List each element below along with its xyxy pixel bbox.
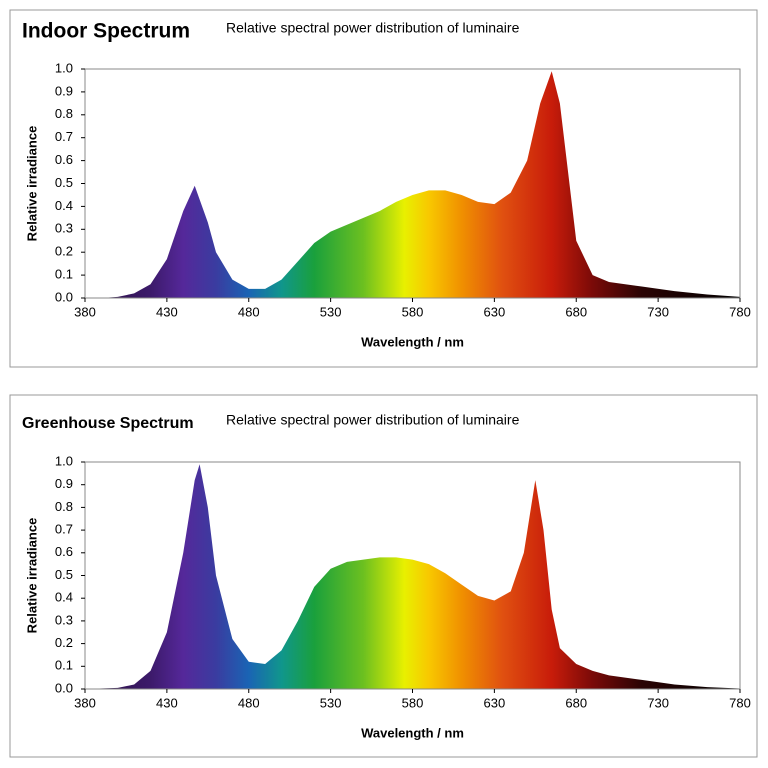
x-axis-label: Wavelength / nm — [361, 725, 464, 740]
y-tick-label: 0.5 — [55, 567, 73, 582]
spectrum-area — [85, 71, 740, 298]
x-tick-label: 480 — [238, 304, 260, 319]
x-axis-label: Wavelength / nm — [361, 334, 464, 349]
y-tick-label: 0.6 — [55, 152, 73, 167]
y-tick-label: 0.2 — [55, 635, 73, 650]
x-tick-label: 480 — [238, 695, 260, 710]
chart-panel: Indoor Spectrum Relative spectral power d… — [9, 9, 758, 368]
y-tick-label: 0.9 — [55, 476, 73, 491]
chart-title: Greenhouse Spectrum — [22, 415, 194, 432]
chart-panel: Greenhouse Spectrum Relative spectral pow… — [9, 394, 758, 758]
y-axis-label: Relative irradiance — [24, 126, 39, 242]
y-tick-label: 0.0 — [55, 289, 73, 304]
x-tick-label: 530 — [320, 304, 342, 319]
y-tick-label: 0.8 — [55, 499, 73, 514]
y-tick-label: 0.5 — [55, 175, 73, 190]
x-tick-label: 780 — [729, 695, 751, 710]
x-tick-label: 380 — [74, 304, 96, 319]
x-tick-label: 430 — [156, 695, 178, 710]
x-tick-label: 730 — [647, 695, 669, 710]
y-tick-label: 1.0 — [55, 60, 73, 75]
y-tick-label: 0.7 — [55, 522, 73, 537]
chart-subtitle: Relative spectral power distribution of … — [226, 20, 520, 36]
y-tick-label: 0.1 — [55, 267, 73, 282]
x-tick-label: 430 — [156, 304, 178, 319]
x-tick-label: 530 — [320, 695, 342, 710]
y-tick-label: 0.8 — [55, 106, 73, 121]
y-axis-label: Relative irradiance — [24, 518, 39, 634]
y-tick-label: 0.9 — [55, 83, 73, 98]
y-tick-label: 1.0 — [55, 453, 73, 468]
x-tick-label: 580 — [402, 695, 424, 710]
y-tick-label: 0.3 — [55, 612, 73, 627]
panel-border — [9, 9, 758, 368]
chart-subtitle: Relative spectral power distribution of … — [226, 412, 520, 428]
y-tick-label: 0.3 — [55, 221, 73, 236]
x-tick-label: 730 — [647, 304, 669, 319]
chart-title: Indoor Spectrum — [22, 20, 190, 43]
x-tick-label: 580 — [402, 304, 424, 319]
y-tick-label: 0.6 — [55, 544, 73, 559]
y-tick-label: 0.4 — [55, 198, 73, 213]
x-tick-label: 680 — [565, 304, 587, 319]
y-tick-label: 0.4 — [55, 590, 73, 605]
y-tick-label: 0.2 — [55, 244, 73, 259]
x-tick-label: 630 — [484, 304, 506, 319]
y-tick-label: 0.1 — [55, 658, 73, 673]
y-tick-label: 0.7 — [55, 129, 73, 144]
spectrum-area — [85, 464, 740, 689]
y-tick-label: 0.0 — [55, 680, 73, 695]
x-tick-label: 780 — [729, 304, 751, 319]
x-tick-label: 380 — [74, 695, 96, 710]
x-tick-label: 630 — [484, 695, 506, 710]
x-tick-label: 680 — [565, 695, 587, 710]
